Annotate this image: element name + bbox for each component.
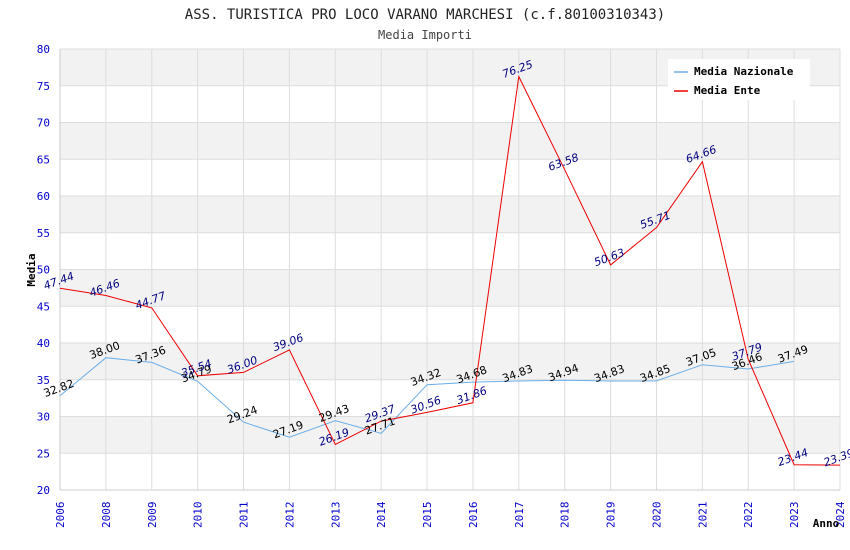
y-tick-label: 45 [37,300,50,313]
grid-band [60,159,840,196]
x-axis-label: Anno [813,517,840,530]
legend: Media Nazionale Media Ente [668,59,810,100]
y-tick-label: 75 [37,80,50,93]
y-tick-label: 20 [37,484,50,497]
chart-subtitle: Media Importi [378,28,472,42]
grid-band [60,343,840,380]
y-tick-label: 80 [37,43,50,56]
grid-band [60,453,840,490]
x-tick-label: 2013 [329,502,342,529]
y-axis-label: Media [25,253,38,286]
grid-band [60,306,840,343]
series-line-media-nazionale [59,357,795,438]
legend-label-ente: Media Ente [694,84,761,97]
x-tick-label: 2009 [146,502,159,529]
series-line-media-ente [59,74,841,466]
x-tick-label: 2008 [100,502,113,529]
x-tick-label: 2020 [650,502,663,529]
x-tick-label: 2010 [192,502,205,529]
legend-label-naz: Media Nazionale [694,65,794,78]
y-tick-label: 30 [37,411,50,424]
grid-band [60,122,840,160]
y-tick-label: 50 [37,264,50,277]
grid-band [60,196,840,233]
x-tick-label: 2006 [54,502,67,529]
chart-title: ASS. TURISTICA PRO LOCO VARANO MARCHESI … [185,7,665,23]
legend-box [668,59,810,100]
y-tick-label: 35 [37,374,50,387]
y-tick-label: 25 [37,447,50,460]
x-tick-label: 2012 [283,502,296,529]
x-tick-label: 2022 [742,502,755,529]
grid-band [60,269,840,307]
y-tick-label: 65 [37,153,50,166]
grid-band [60,416,840,454]
grid-band [60,379,840,417]
x-tick-label: 2024 [834,501,847,528]
x-tick-label: 2018 [559,502,572,529]
x-axis-ticks: 2006 2008 2009 2010 2011 2012 2013 2014 2015 2016… [54,501,847,528]
y-tick-label: 55 [37,227,50,240]
x-tick-label: 2014 [375,501,388,528]
x-tick-label: 2017 [513,502,526,529]
grid-band [60,232,840,270]
y-axis-ticks: 20 25 30 35 40 45 50 55 60 65 70 75 80 [37,43,50,497]
y-tick-label: 40 [37,337,50,350]
x-tick-label: 2011 [238,502,251,529]
x-tick-label: 2015 [421,502,434,529]
x-tick-label: 2021 [696,502,709,529]
series-lines [59,74,841,466]
grid-lines [59,48,841,491]
x-tick-label: 2023 [788,502,801,529]
y-tick-label: 60 [37,190,50,203]
x-tick-label: 2016 [467,502,480,529]
y-tick-label: 70 [37,117,50,130]
x-tick-label: 2019 [605,502,618,529]
